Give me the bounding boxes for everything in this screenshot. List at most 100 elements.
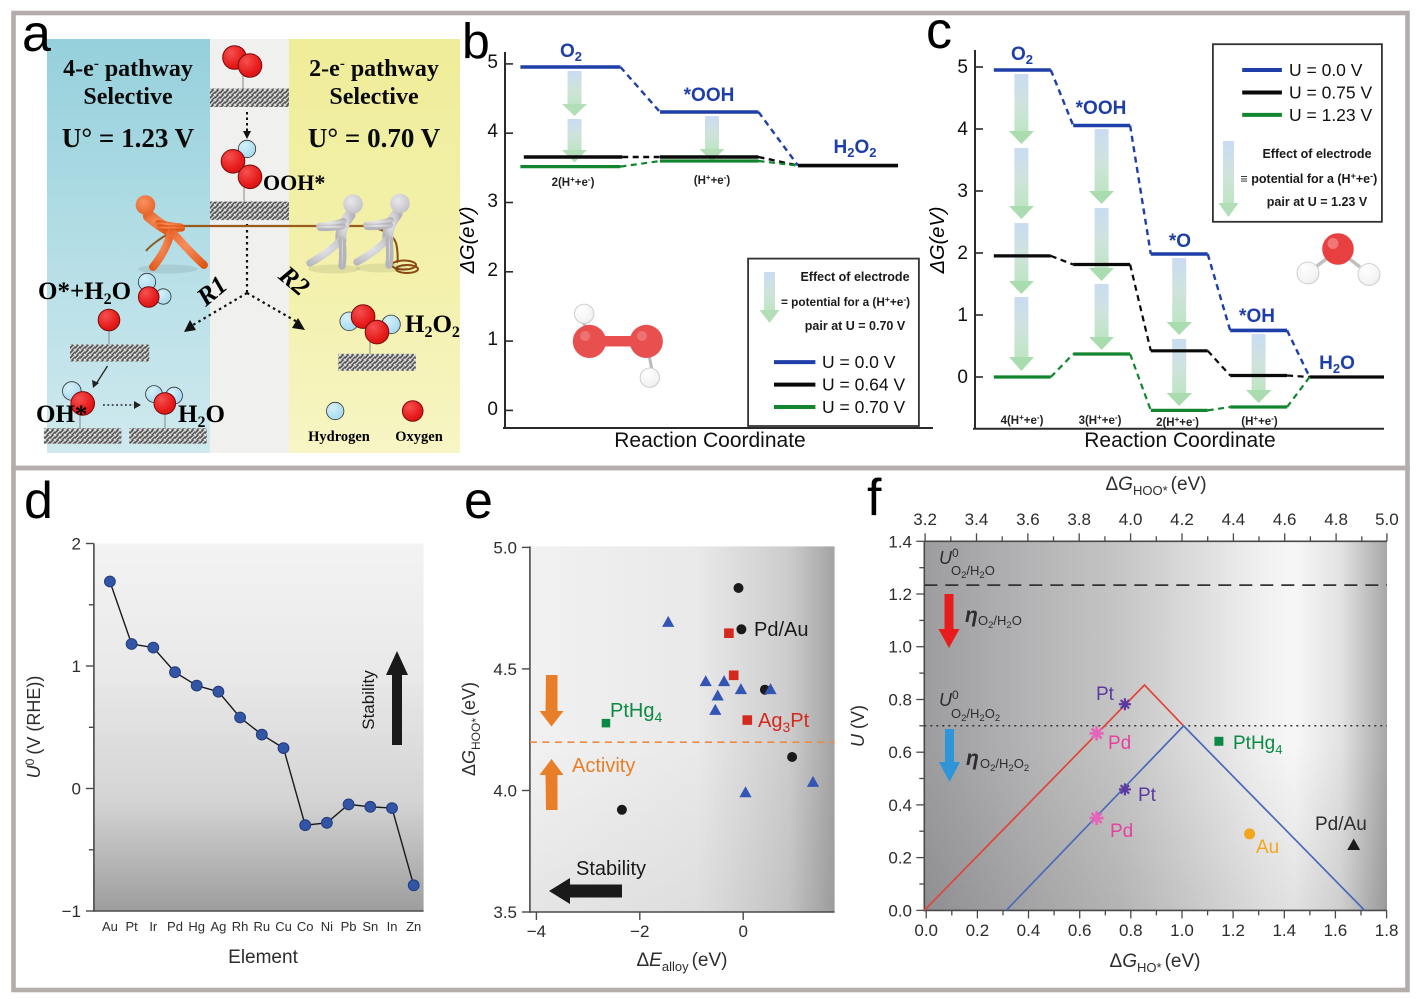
svg-text:b: b (462, 14, 490, 70)
svg-text:Activity: Activity (572, 755, 635, 777)
svg-text:Ru: Ru (253, 919, 270, 934)
svg-text:PtHg4: PtHg4 (610, 700, 662, 725)
svg-text:Au: Au (102, 919, 118, 934)
svg-text:pair at U = 0.70 V: pair at U = 0.70 V (805, 319, 906, 333)
svg-text:Reaction Coordinate: Reaction Coordinate (614, 429, 805, 452)
svg-text:O2: O2 (1011, 44, 1033, 67)
svg-text:3: 3 (957, 181, 968, 202)
svg-text:ΔG(eV): ΔG(eV) (927, 207, 949, 275)
svg-text:U = 0.0 V: U = 0.0 V (822, 352, 896, 372)
svg-text:1: 1 (72, 657, 81, 676)
svg-text:1.2: 1.2 (888, 585, 912, 604)
svg-text:Oxygen: Oxygen (395, 429, 443, 445)
svg-text:Pb: Pb (341, 919, 357, 934)
svg-text:−4: −4 (527, 922, 546, 941)
svg-text:4.5: 4.5 (493, 660, 517, 679)
svg-text:2(H++e-): 2(H++e-) (1156, 415, 1199, 429)
svg-text:1.0: 1.0 (1170, 921, 1194, 940)
svg-text:1.2: 1.2 (1221, 921, 1245, 940)
svg-text:ΔEalloy(eV): ΔEalloy (eV) (636, 950, 727, 974)
svg-text:1.0: 1.0 (888, 638, 912, 657)
svg-text:Pd: Pd (1108, 733, 1131, 754)
svg-text:0: 0 (957, 367, 968, 388)
svg-text:5: 5 (487, 52, 498, 73)
svg-text:*OOH: *OOH (684, 85, 735, 106)
svg-text:U° = 1.23 V: U° = 1.23 V (62, 123, 195, 153)
svg-text:0.4: 0.4 (1017, 921, 1041, 940)
svg-text:4: 4 (487, 121, 498, 142)
svg-text:U0(V (RHE)): U0(V (RHE)) (23, 676, 44, 779)
svg-text:4: 4 (957, 119, 968, 140)
svg-text:3.4: 3.4 (965, 510, 989, 529)
svg-text:1.4: 1.4 (1272, 921, 1296, 940)
svg-text:Effect of electrode: Effect of electrode (1262, 147, 1371, 161)
svg-text:4(H++e-): 4(H++e-) (1001, 413, 1044, 427)
svg-text:5.0: 5.0 (493, 538, 517, 557)
svg-text:In: In (387, 919, 398, 934)
svg-text:4.0: 4.0 (1119, 510, 1143, 529)
svg-text:0.0: 0.0 (914, 921, 938, 940)
svg-text:U = 0.70 V: U = 0.70 V (822, 397, 906, 417)
svg-text:4.2: 4.2 (1170, 510, 1194, 529)
svg-text:Pt: Pt (1096, 684, 1115, 705)
svg-text:3: 3 (487, 191, 498, 212)
svg-text:Pd/Au: Pd/Au (1315, 814, 1367, 835)
svg-text:Sn: Sn (362, 919, 378, 934)
svg-text:−1: −1 (62, 902, 81, 921)
svg-text:U0: U0 (939, 688, 959, 710)
svg-text:U = 0.75 V: U = 0.75 V (1289, 83, 1373, 103)
svg-text:2: 2 (957, 243, 968, 264)
svg-text:0.6: 0.6 (1068, 921, 1092, 940)
svg-text:Hg: Hg (188, 919, 205, 934)
svg-text:ΔGHOO*(eV): ΔGHOO*(eV) (459, 682, 483, 776)
svg-text:OOH*: OOH* (263, 170, 325, 195)
svg-text:5.0: 5.0 (1375, 510, 1399, 529)
svg-text:0: 0 (487, 399, 498, 420)
svg-text:U = 1.23 V: U = 1.23 V (1289, 105, 1373, 125)
svg-text:1.6: 1.6 (1324, 921, 1348, 940)
svg-text:≡ potential for a (H++e-): ≡ potential for a (H++e-) (1241, 171, 1378, 186)
svg-text:3.8: 3.8 (1067, 510, 1091, 529)
svg-text:−2: −2 (630, 922, 649, 941)
svg-text:H2O2: H2O2 (405, 311, 460, 341)
svg-text:Ag: Ag (210, 919, 226, 934)
svg-text:Selective: Selective (329, 84, 419, 110)
svg-text:Selective: Selective (83, 84, 173, 110)
svg-text:3(H++e-): 3(H++e-) (1079, 413, 1122, 427)
svg-text:f: f (867, 469, 882, 527)
svg-text:4.4: 4.4 (1222, 510, 1246, 529)
svg-text:c: c (926, 2, 952, 60)
svg-text:4.0: 4.0 (493, 782, 517, 801)
svg-text:0.8: 0.8 (1119, 921, 1143, 940)
svg-text:Pt: Pt (125, 919, 138, 934)
svg-text:Ni: Ni (321, 919, 333, 934)
svg-text:Zn: Zn (406, 919, 421, 934)
svg-text:a: a (22, 5, 51, 63)
svg-text:3.2: 3.2 (913, 510, 937, 529)
svg-text:Effect of electrode: Effect of electrode (800, 270, 909, 284)
svg-text:3.6: 3.6 (1016, 510, 1040, 529)
svg-text:0.6: 0.6 (888, 743, 912, 762)
svg-text:1: 1 (487, 329, 498, 350)
svg-text:Hydrogen: Hydrogen (308, 429, 370, 445)
svg-text:*O: *O (1169, 231, 1191, 252)
svg-text:η: η (966, 747, 979, 770)
svg-text:ΔGHOO*(eV): ΔGHOO*(eV) (1105, 474, 1206, 498)
svg-text:Au: Au (1256, 837, 1279, 858)
svg-text:3.5: 3.5 (493, 903, 517, 922)
svg-text:O*+H2O: O*+H2O (38, 278, 131, 308)
svg-text:U° = 0.70 V: U° = 0.70 V (308, 123, 441, 153)
svg-text:0.0: 0.0 (888, 901, 912, 920)
svg-text:ΔG(eV): ΔG(eV) (457, 207, 479, 275)
svg-text:Element: Element (228, 947, 298, 968)
svg-text:e: e (464, 472, 493, 530)
svg-text:*OOH: *OOH (1076, 98, 1127, 119)
svg-text:(H++e-): (H++e-) (1241, 414, 1278, 428)
svg-text:0.4: 0.4 (888, 796, 912, 815)
svg-text:0: 0 (72, 780, 81, 799)
svg-text:PtHg4: PtHg4 (1233, 733, 1282, 757)
svg-text:Stability: Stability (576, 858, 646, 880)
svg-text:0: 0 (738, 922, 747, 941)
svg-text:U0: U0 (939, 546, 959, 568)
svg-text:Pd: Pd (1110, 821, 1133, 842)
